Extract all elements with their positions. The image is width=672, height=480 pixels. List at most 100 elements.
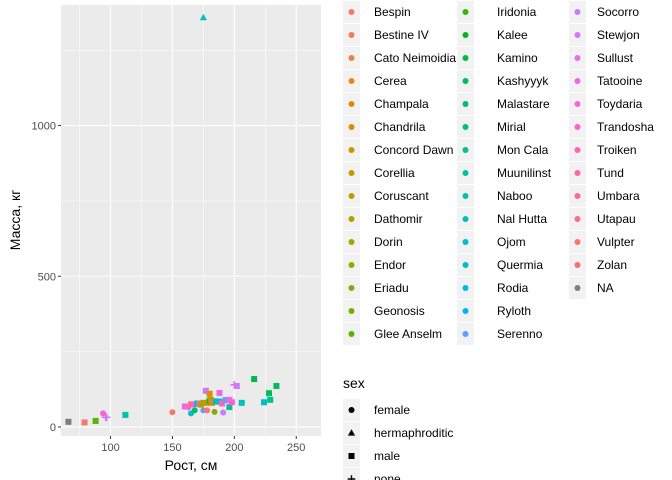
y-tick-label: 0 (50, 422, 56, 434)
legend-key-swatch (347, 475, 356, 480)
x-tick-label: 100 (101, 442, 119, 454)
legend-key-swatch (574, 262, 581, 268)
major-gridlines (61, 5, 321, 436)
legend-key-swatch (462, 262, 469, 268)
legend-label: Champala (374, 97, 429, 111)
shape-legend-title: sex (343, 375, 365, 391)
x-tick-label: 150 (163, 442, 181, 454)
data-point (200, 399, 207, 406)
plot-panel (61, 5, 321, 436)
data-point (218, 400, 225, 407)
legend-label: male (374, 449, 400, 463)
legend-key-swatch (574, 170, 581, 176)
legend-label: Bespin (374, 5, 411, 19)
legend-key-swatch (462, 308, 469, 314)
legend-key-swatch (348, 407, 355, 413)
y-axis-title: Масса, кг (7, 190, 23, 250)
legend-label: Coruscant (374, 189, 429, 203)
legend-label: Vulpter (597, 235, 635, 249)
legend-label: Geonosis (374, 304, 425, 318)
data-point (233, 382, 240, 389)
data-point (228, 399, 235, 406)
legend-label: Glee Anselm (374, 327, 442, 341)
legend-key-swatch (574, 216, 581, 222)
legend-label: Umbara (597, 189, 640, 203)
data-point (216, 389, 223, 396)
legend-key-swatch (348, 308, 355, 314)
legend-label: Utapau (597, 212, 636, 226)
legend-label: Ojom (497, 235, 526, 249)
legend-label: Rodia (497, 281, 529, 295)
legend-key-swatch (574, 101, 581, 107)
legend-key-swatch (348, 170, 355, 176)
legend-label: Zolan (597, 258, 627, 272)
legend-key-swatch (574, 78, 581, 84)
legend-label: Naboo (497, 189, 533, 203)
y-tick-label: 500 (38, 271, 56, 283)
legend-label: Ryloth (497, 304, 531, 318)
legend-key-swatch (348, 239, 355, 245)
x-axis: 100 150 200 250 (101, 436, 305, 454)
data-point (238, 399, 245, 406)
legend-key-swatch (348, 32, 355, 38)
data-point (206, 390, 213, 397)
x-tick-label: 250 (287, 442, 305, 454)
legend-key-swatch (348, 262, 355, 268)
data-point (204, 407, 211, 414)
x-tick-label: 200 (225, 442, 243, 454)
y-tick-label: 1000 (32, 121, 56, 133)
legend-key-swatch (574, 55, 581, 61)
legend-key-swatch (347, 429, 356, 436)
legend-label: Kashyyyk (497, 74, 549, 88)
legend-label: Cerea (374, 74, 407, 88)
data-point (261, 399, 268, 406)
legend-key-swatch (348, 124, 355, 130)
legend-label: Iridonia (497, 5, 537, 19)
data-point (211, 408, 218, 415)
legend-label: Muunilinst (497, 166, 552, 180)
legend-key-swatch (348, 331, 355, 337)
data-point (202, 387, 209, 394)
legend-label: Chandrila (374, 120, 426, 134)
legend-label: Stewjon (597, 28, 640, 42)
legend-key-swatch (462, 32, 469, 38)
data-point (65, 418, 72, 425)
data-point (199, 13, 207, 21)
data-point (226, 404, 233, 411)
y-axis: 0 500 1000 (32, 121, 61, 434)
legend-label: Quermia (497, 258, 543, 272)
legend-key-swatch (574, 124, 581, 130)
legend-key-swatch (462, 147, 469, 153)
legend-label: NA (597, 281, 614, 295)
legend-key-swatch (462, 55, 469, 61)
legend-key-swatch (574, 9, 581, 15)
legend-key-swatch (574, 285, 581, 291)
legend-label: Troiken (597, 143, 637, 157)
legend-key-swatch (348, 216, 355, 222)
color-legend: Bespin Bestine IV Cato Neimoidia Cerea Champ… (343, 1, 654, 345)
data-point (273, 382, 280, 389)
data-point (212, 398, 219, 405)
legend-key-swatch (462, 124, 469, 130)
data-point (222, 397, 229, 404)
legend-key-swatch (462, 239, 469, 245)
legend-label: none (374, 472, 401, 480)
legend-label: Toydaria (597, 97, 643, 111)
data-point (181, 403, 188, 410)
data-points (65, 13, 280, 426)
data-point (92, 417, 99, 424)
legend-key-swatch (574, 147, 581, 153)
legend-label: Mon Cala (497, 143, 549, 157)
x-axis-title: Рост, см (165, 457, 218, 473)
legend-key-swatch (462, 285, 469, 291)
legend-label: Mirial (497, 120, 526, 134)
legend-key-swatch (348, 78, 355, 84)
legend-label: Tund (597, 166, 624, 180)
legend-key-swatch (574, 32, 581, 38)
legend-label: Kalee (497, 28, 528, 42)
data-point (103, 413, 111, 422)
legend-key-swatch (462, 216, 469, 222)
shape-legend: sex female hermaphroditic male none (343, 375, 453, 480)
data-point (190, 401, 197, 408)
